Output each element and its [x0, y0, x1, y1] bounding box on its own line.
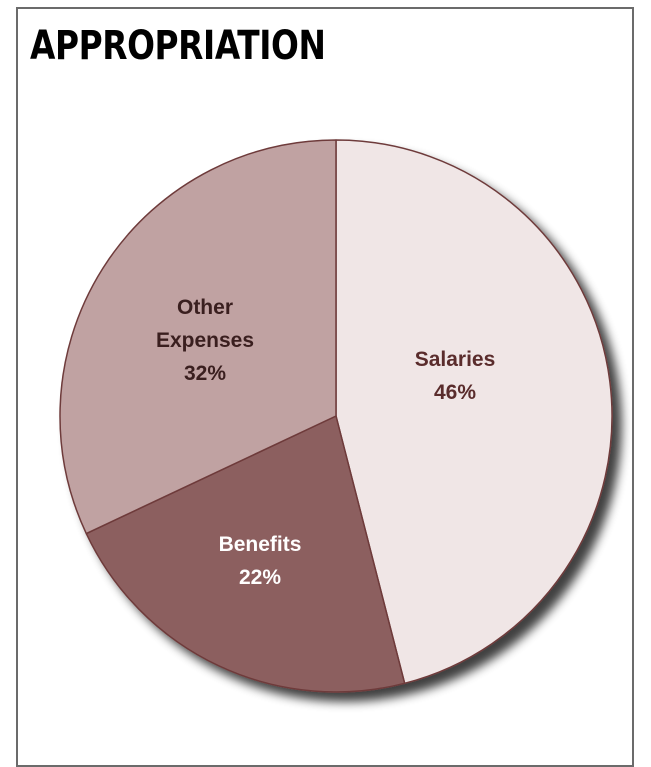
pie-slice-benefits — [85, 415, 406, 693]
slice-category-label: Expenses — [156, 329, 254, 352]
pie-slices — [59, 139, 613, 693]
pie-labels: Salaries 46% Benefits 22% Other Expenses 32% — [156, 296, 495, 589]
slice-percent-label: 22% — [239, 566, 281, 589]
slice-category-label: Other — [177, 296, 233, 319]
slice-percent-label: 46% — [434, 381, 476, 404]
slice-label-other-expenses: Other Expenses 32% — [156, 296, 254, 385]
pie-slice-salaries — [335, 139, 613, 685]
slice-category-label: Salaries — [415, 348, 496, 371]
slice-label-benefits: Benefits 22% — [219, 533, 302, 589]
slice-label-salaries: Salaries 46% — [415, 348, 496, 404]
pie-slice-other-expenses — [59, 139, 337, 535]
slice-percent-label: 32% — [184, 362, 226, 385]
pie-chart: Salaries 46% Benefits 22% Other Expenses 32% — [59, 139, 613, 693]
slice-category-label: Benefits — [219, 533, 302, 556]
chart-title: APPROPRIATION — [30, 23, 326, 69]
